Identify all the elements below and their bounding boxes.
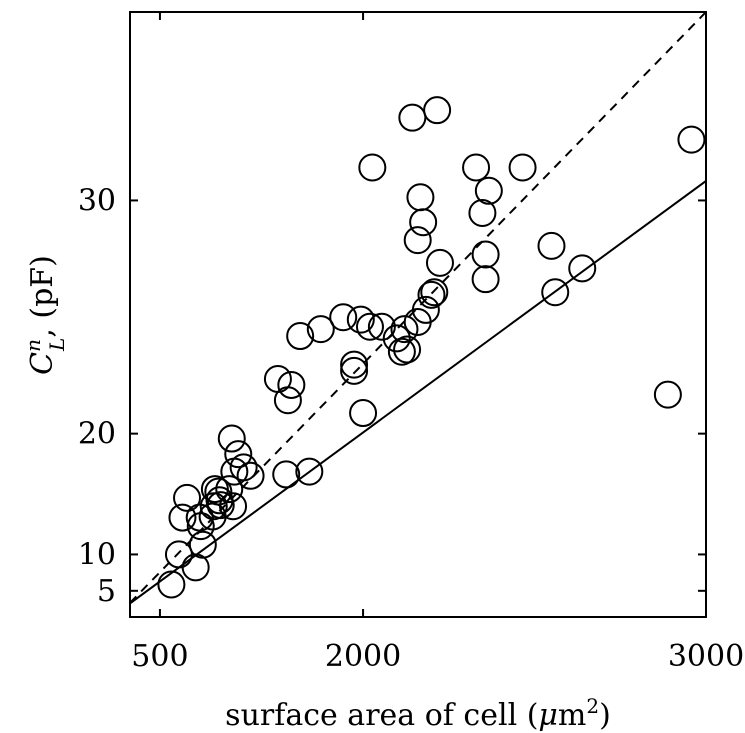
data-point [229, 453, 258, 482]
data-point [306, 315, 335, 344]
y-axis-title: CnL, (pF) [21, 255, 69, 375]
data-point [355, 312, 384, 341]
data-point [468, 198, 497, 227]
x-tick-label: 2000 [325, 639, 401, 674]
data-point [425, 248, 454, 277]
data-point [236, 461, 265, 490]
data-point [423, 96, 452, 125]
data-point [272, 460, 301, 489]
plot-frame [129, 11, 707, 618]
data-point [164, 540, 193, 569]
data-point [417, 280, 446, 309]
data-point [329, 303, 358, 332]
solid-fit-line [130, 180, 706, 605]
y-tick-label: 30 [78, 183, 116, 218]
y-tick-label: 20 [78, 417, 116, 452]
data-point [286, 322, 315, 351]
data-point [474, 176, 503, 205]
data-point [653, 380, 682, 409]
data-point [358, 153, 387, 182]
data-points [157, 96, 706, 599]
dashed-fit-line [130, 12, 706, 604]
data-point [215, 475, 244, 504]
data-point [168, 503, 197, 532]
data-point [349, 399, 378, 428]
data-point [217, 424, 246, 453]
data-point [420, 278, 449, 307]
data-point [537, 231, 566, 260]
data-point [273, 386, 302, 415]
data-point [462, 153, 491, 182]
data-point [398, 103, 427, 132]
data-point [295, 457, 324, 486]
data-point [508, 153, 537, 182]
y-tick-label: 10 [78, 537, 116, 572]
data-point [340, 356, 369, 385]
data-point [340, 350, 369, 379]
data-point [393, 335, 422, 364]
data-point [568, 254, 597, 283]
data-point [185, 503, 214, 532]
data-point [277, 370, 306, 399]
data-point [173, 483, 202, 512]
x-tick-label: 500 [131, 639, 188, 674]
data-point [206, 491, 235, 520]
data-point [471, 240, 500, 269]
x-axis-title: surface area of cell (μm2) [225, 694, 611, 733]
axis-ticks: 500 2000 3000 510 20 30 [78, 12, 744, 674]
data-point [188, 530, 217, 559]
data-point [409, 208, 438, 237]
data-point [219, 492, 248, 521]
data-point [471, 265, 500, 294]
data-point [406, 183, 435, 212]
data-point [382, 324, 411, 353]
plot-area [129, 11, 707, 618]
data-point [541, 278, 570, 307]
data-point [677, 125, 706, 154]
data-point [403, 226, 432, 255]
data-point [204, 477, 233, 506]
y-tick-label: 5 [97, 574, 116, 609]
data-point [390, 315, 419, 344]
data-point [157, 570, 186, 599]
data-point [387, 337, 416, 366]
data-point [346, 305, 375, 334]
data-point [411, 295, 440, 324]
data-point [367, 312, 396, 341]
x-tick-label: 3000 [668, 639, 744, 674]
data-point [224, 440, 253, 469]
